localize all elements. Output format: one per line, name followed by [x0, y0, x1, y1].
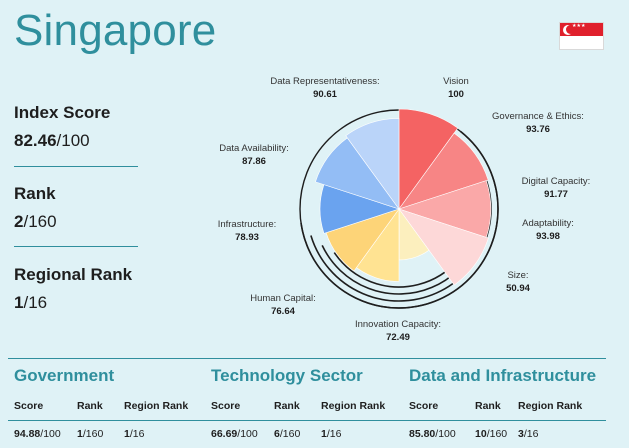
- region-rank-value: 1/16: [321, 428, 342, 440]
- score-value: 85.80/100: [409, 428, 456, 440]
- slice-value-label: 76.64: [271, 306, 295, 317]
- pie-slice: [398, 108, 459, 210]
- slice-value-label: 90.61: [313, 89, 337, 100]
- pie-slice: [345, 118, 400, 210]
- pie-slice: [398, 132, 489, 210]
- slice-value-label: 50.94: [506, 283, 530, 294]
- slice-label: Data Representativeness:: [270, 76, 379, 87]
- slice-label: Adaptability:: [522, 218, 574, 229]
- section-divider: [8, 358, 606, 359]
- col-header-region-rank: Region Rank: [321, 400, 386, 412]
- section-data-and-infrastructure: Data and Infrastructure Score Rank Regio…: [409, 366, 609, 440]
- col-header-score: Score: [14, 400, 44, 412]
- divider: [14, 246, 138, 247]
- slice-label: Size:: [507, 270, 528, 281]
- section-title: Data and Infrastructure: [409, 366, 597, 385]
- singapore-flag-icon: ★★★: [559, 22, 604, 50]
- rank-value: 1/160: [77, 428, 104, 440]
- region-rank-value: 1/16: [124, 428, 145, 440]
- slice-label: Innovation Capacity:: [355, 319, 441, 330]
- section-title: Government: [14, 366, 115, 385]
- pie-slice: [398, 208, 489, 286]
- col-header-score: Score: [409, 400, 439, 412]
- score-value: 94.88/100: [14, 428, 61, 440]
- section-technology-sector: Technology Sector Score Rank Region Rank…: [211, 366, 411, 440]
- col-header-rank: Rank: [77, 400, 103, 412]
- section-divider: [8, 420, 606, 421]
- slice-value-label: 78.93: [235, 232, 259, 243]
- rank-value: 2/160: [14, 212, 57, 231]
- country-title: Singapore: [14, 6, 217, 55]
- col-header-rank: Rank: [475, 400, 501, 412]
- index-score-value: 82.46/100: [14, 131, 90, 150]
- col-header-region-rank: Region Rank: [124, 400, 189, 412]
- col-header-region-rank: Region Rank: [518, 400, 583, 412]
- col-header-score: Score: [211, 400, 241, 412]
- regional-rank: Regional Rank 1/16: [14, 265, 132, 313]
- regional-rank-value: 1/16: [14, 293, 48, 312]
- regional-rank-label: Regional Rank: [14, 265, 133, 284]
- score-value: 66.69/100: [211, 428, 258, 440]
- slice-value-label: 91.77: [544, 189, 568, 200]
- col-header-rank: Rank: [274, 400, 300, 412]
- rank-value: 6/160: [274, 428, 301, 440]
- slice-label: Human Capital:: [250, 293, 315, 304]
- slice-value-label: 72.49: [386, 332, 410, 343]
- divider: [14, 166, 138, 167]
- index-score: Index Score 82.46/100: [14, 103, 110, 151]
- slice-label: Data Availability:: [219, 143, 289, 154]
- slice-value-label: 93.98: [536, 231, 560, 242]
- index-score-label: Index Score: [14, 103, 111, 122]
- rank: Rank 2/160: [14, 184, 57, 232]
- slice-value-label: 93.76: [526, 124, 550, 135]
- slice-label: Infrastructure:: [218, 219, 277, 230]
- slice-label: Digital Capacity:: [522, 176, 591, 187]
- section-title: Technology Sector: [211, 366, 363, 385]
- slice-label: Governance & Ethics:: [492, 111, 584, 122]
- slice-value-label: 100: [448, 89, 464, 100]
- region-rank-value: 3/16: [518, 428, 539, 440]
- slice-value-label: 87.86: [242, 156, 266, 167]
- rank-value: 10/160: [475, 428, 508, 440]
- rank-label: Rank: [14, 184, 56, 203]
- section-government: Government Score Rank Region Rank 94.88/…: [14, 366, 214, 440]
- slice-label: Vision: [443, 76, 469, 87]
